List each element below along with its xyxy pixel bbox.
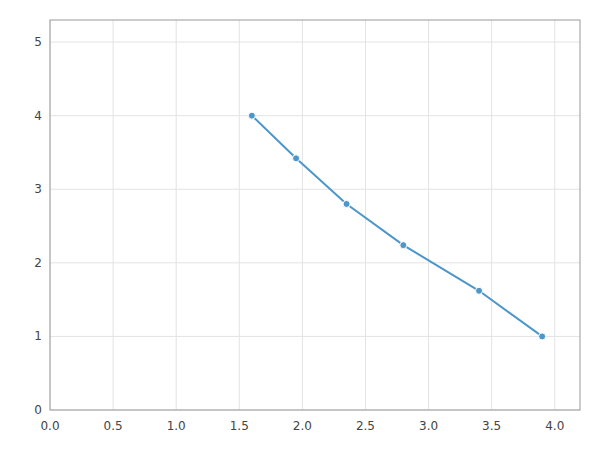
y-grid-line (50, 262, 580, 263)
chart-container: 0.0 0.5 1.0 1.5 2.0 2.5 3.0 3.5 4.0 0 1 2 3 4 5 (0, 0, 600, 450)
point (343, 200, 350, 207)
y-tick-label: 2 (34, 256, 42, 270)
grid (50, 20, 580, 410)
x-tick-label: 4.0 (545, 419, 564, 433)
line (252, 116, 542, 337)
x-tick-label: 3.5 (482, 419, 501, 433)
y-grid-line (50, 42, 580, 43)
x-tick-label: 2.5 (356, 419, 375, 433)
y-tick-label: 1 (34, 329, 42, 343)
x-tick-label: 1.5 (230, 419, 249, 433)
point (539, 333, 546, 340)
x-grid-line (365, 20, 366, 410)
x-grid-line (554, 20, 555, 410)
y-tick-label: 5 (34, 35, 42, 49)
x-tick-label: 2.0 (293, 419, 312, 433)
x-grid-line (302, 20, 303, 410)
x-tick-label: 1.0 (167, 419, 186, 433)
point (293, 155, 300, 162)
y-tick-label: 4 (34, 109, 42, 123)
x-grid-line (428, 20, 429, 410)
x-grid-line (239, 20, 240, 410)
y-tick-label: 3 (34, 182, 42, 196)
x-grid-line (491, 20, 492, 410)
axes: 0.0 0.5 1.0 1.5 2.0 2.5 3.0 3.5 4.0 0 1 2 3 4 5 (34, 20, 580, 433)
y-tick-label: 0 (34, 403, 42, 417)
x-tick-label: 0.5 (104, 419, 123, 433)
y-grid-line (50, 336, 580, 337)
x-tick-label: 3.0 (419, 419, 438, 433)
x-tick-label: 0.0 (40, 419, 59, 433)
data-group (248, 112, 545, 340)
point (400, 242, 407, 249)
y-grid-line (50, 115, 580, 116)
x-grid-line (113, 20, 114, 410)
x-grid-line (176, 20, 177, 410)
y-grid-line (50, 189, 580, 190)
point (476, 287, 483, 294)
chart-svg: 0.0 0.5 1.0 1.5 2.0 2.5 3.0 3.5 4.0 0 1 2 3 4 5 (0, 0, 600, 450)
point (248, 112, 255, 119)
plot-frame (50, 20, 580, 410)
